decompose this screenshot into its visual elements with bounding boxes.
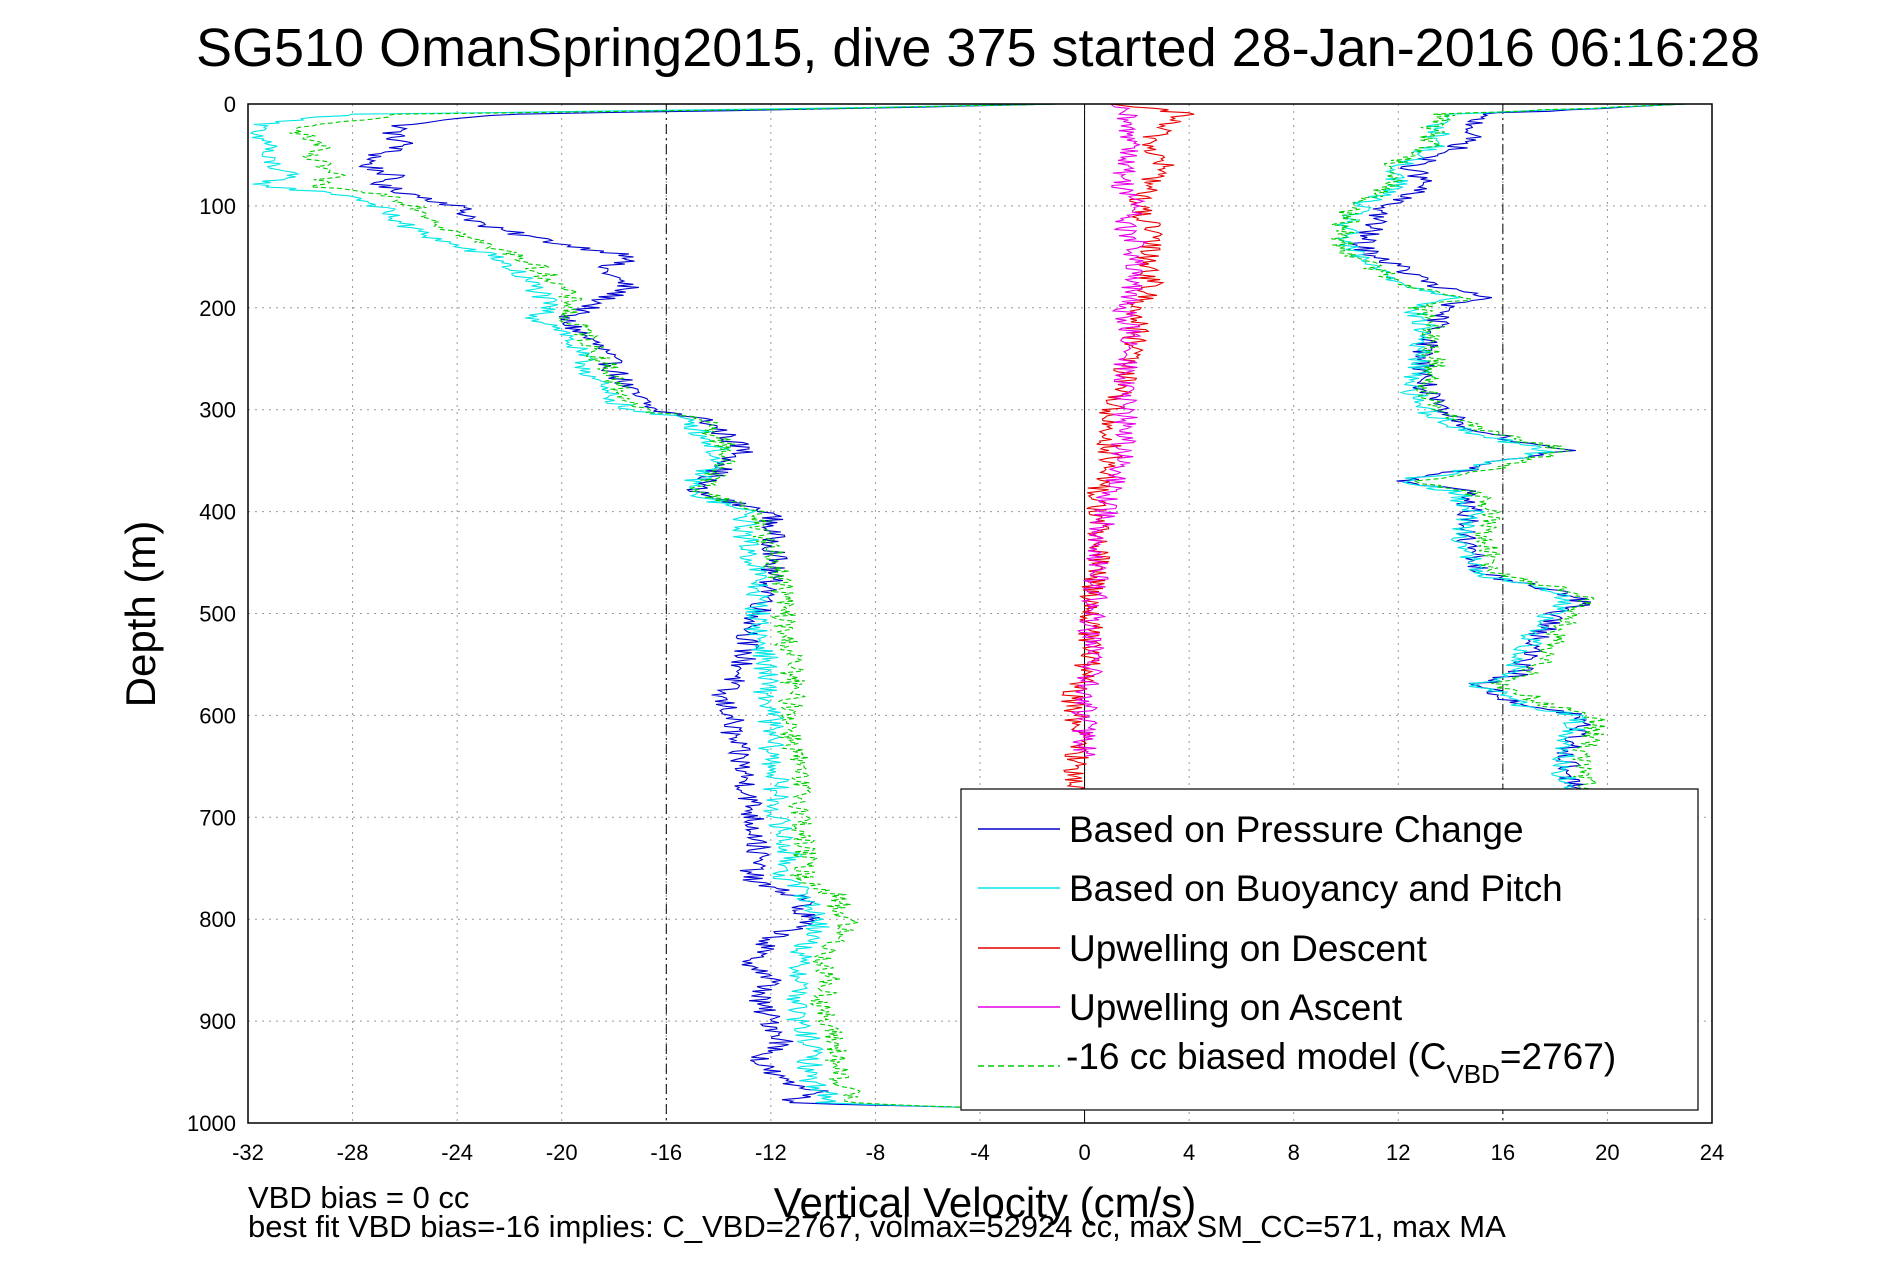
data-series [249, 103, 1686, 1109]
footer-line-1: VBD bias = 0 cc [248, 1180, 470, 1215]
series-line-4 [1336, 103, 1686, 798]
x-tick-label-3: -20 [546, 1140, 578, 1165]
y-tick-label-4: 400 [199, 500, 236, 525]
legend-label-biased-sub: VBD [1446, 1059, 1499, 1089]
y-tick-label-1: 100 [199, 194, 236, 219]
x-tick-label-9: 4 [1183, 1140, 1195, 1165]
x-tick-label-12: 16 [1491, 1140, 1515, 1165]
legend-label-biased-main: -16 cc biased model (C [1066, 1036, 1446, 1077]
series-line-7 [1071, 103, 1149, 757]
x-tick-label-7: -4 [970, 1140, 990, 1165]
legend-label-upwelling-descent: Upwelling on Descent [1069, 928, 1428, 969]
legend: Based on Pressure Change Based on Buoyan… [960, 788, 1699, 1111]
series-line-6 [1060, 103, 1195, 818]
y-tick-label-3: 300 [199, 398, 236, 423]
series-line-0 [358, 103, 1059, 1109]
y-tick-labels: 0 100 200 300 400 500 600 700 800 900 1000 [187, 92, 236, 1136]
y-tick-label-7: 700 [199, 805, 236, 830]
y-tick-label-9: 900 [199, 1009, 236, 1034]
chart-title: SG510 OmanSpring2015, dive 375 started 2… [196, 18, 1760, 78]
footer-line-2: best fit VBD bias=-16 implies: C_VBD=276… [248, 1209, 1506, 1244]
legend-label-biased-tail: =2767) [1500, 1036, 1616, 1077]
legend-label-biased-model: -16 cc biased model (CVBD=2767) [1066, 1036, 1616, 1089]
x-tick-label-5: -12 [755, 1140, 787, 1165]
legend-label-pressure: Based on Pressure Change [1069, 809, 1524, 850]
x-tick-label-10: 8 [1288, 1140, 1300, 1165]
series-line-2 [289, 103, 1059, 1109]
x-axis-label: Vertical Velocity (cm/s) [774, 1179, 1196, 1226]
legend-label-buoyancy: Based on Buoyancy and Pitch [1069, 868, 1563, 909]
x-tick-label-4: -16 [650, 1140, 682, 1165]
x-tick-label-1: -28 [337, 1140, 369, 1165]
y-tick-label-2: 200 [199, 296, 236, 321]
x-tick-labels: -32 -28 -24 -20 -16 -12 -8 -4 0 4 8 12 16 20 24 [232, 1140, 1724, 1165]
y-axis-label: Depth (m) [117, 521, 164, 708]
y-tick-label-0: 0 [224, 92, 236, 117]
x-tick-label-0: -32 [232, 1140, 264, 1165]
x-tick-label-11: 12 [1386, 1140, 1410, 1165]
x-tick-label-6: -8 [866, 1140, 886, 1165]
series-line-1 [249, 103, 1059, 1109]
series-line-5 [1331, 103, 1686, 798]
legend-box [960, 788, 1699, 1111]
y-tick-label-10: 1000 [187, 1111, 236, 1136]
x-tick-label-2: -24 [441, 1140, 473, 1165]
x-tick-label-13: 20 [1595, 1140, 1619, 1165]
plot-frame [247, 103, 1713, 1124]
y-tick-label-8: 800 [199, 907, 236, 932]
legend-label-upwelling-ascent: Upwelling on Ascent [1069, 987, 1403, 1028]
x-tick-label-8: 0 [1078, 1140, 1090, 1165]
y-tick-label-5: 500 [199, 602, 236, 627]
x-tick-label-14: 24 [1700, 1140, 1724, 1165]
y-tick-label-6: 600 [199, 703, 236, 728]
